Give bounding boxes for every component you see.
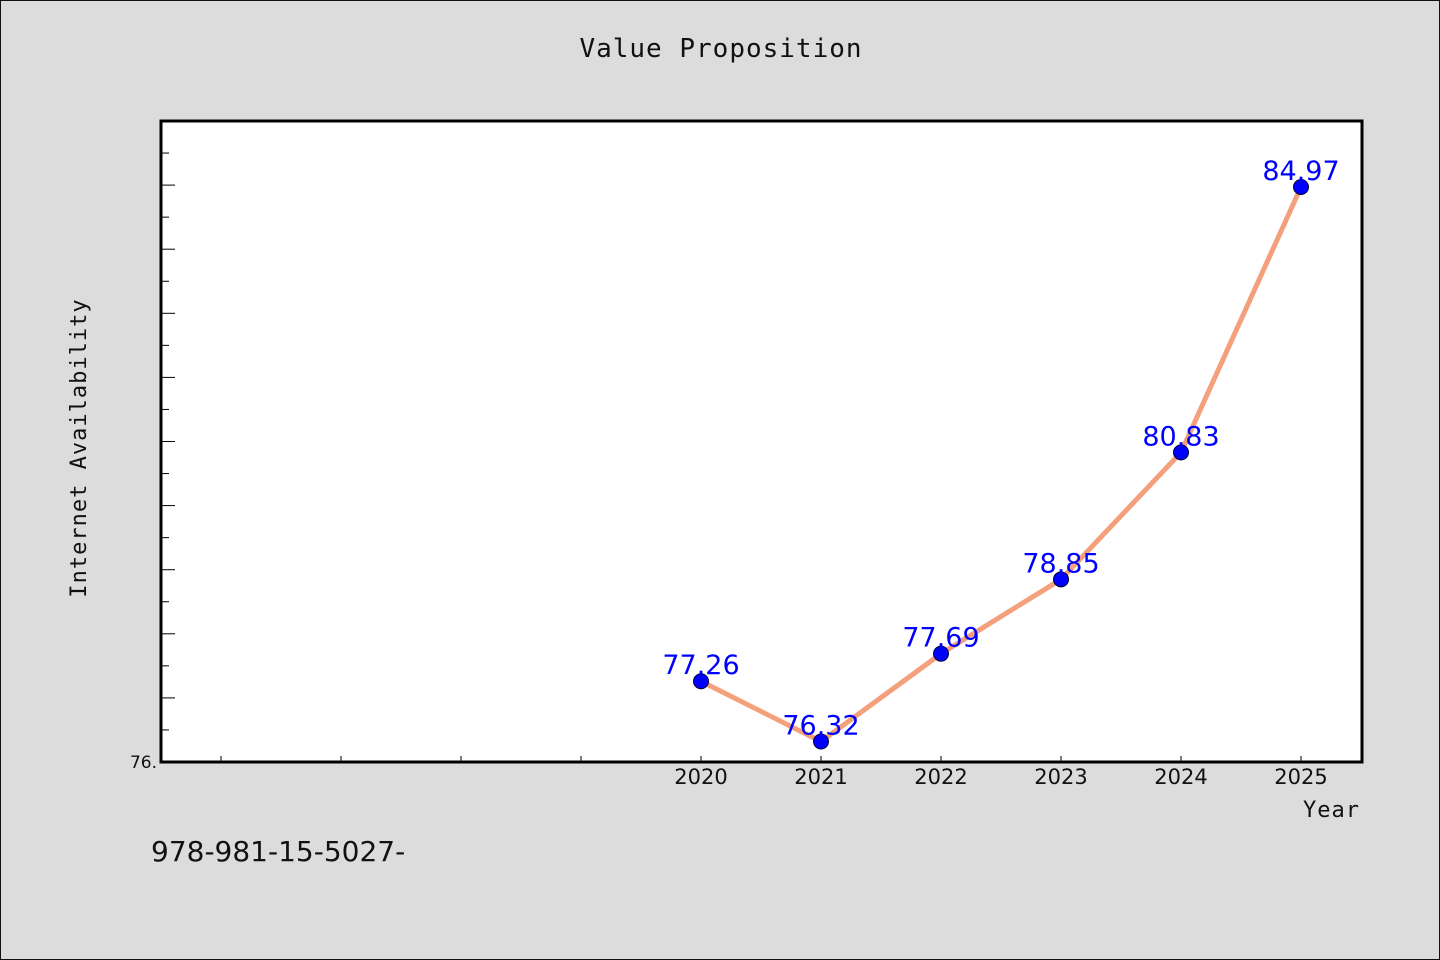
x-tick-labels: 2020 2021 2022 2023 2024 2025 [674,765,1327,789]
data-label: 77.26 [662,650,739,681]
x-tick-label: 2024 [1154,765,1207,789]
series-line [698,184,1304,744]
data-label: 77.69 [902,623,979,654]
y-axis-min-label: 76. [130,753,157,773]
footnote: 978-981-15-5027- [151,835,406,868]
data-point [1293,179,1309,196]
data-point [933,645,949,662]
y-axis-ticks [161,120,175,763]
x-tick-label: 2021 [794,765,847,789]
x-tick-label: 2020 [674,765,727,789]
series-line-group [698,184,1304,744]
data-labels-group: 77.26 76.32 77.69 78.85 80.83 84.97 [662,156,1339,741]
x-axis-label: Year [1303,798,1360,823]
x-tick-label: 2023 [1034,765,1087,789]
data-label: 76.32 [782,710,859,741]
series-points-group [693,179,1309,750]
x-axis-minor-ticks [220,756,1302,762]
data-point [693,673,709,690]
data-point [1053,571,1069,588]
x-tick-label: 2025 [1274,765,1327,789]
data-label: 84.97 [1262,156,1339,187]
data-label: 78.85 [1022,548,1099,579]
chart-title: Value Proposition [579,34,863,64]
y-axis-label: Internet Availability [67,298,92,597]
data-point [813,733,829,750]
data-label: 80.83 [1142,421,1219,452]
data-point [1173,444,1189,461]
x-tick-label: 2022 [914,765,967,789]
plot-area [159,119,1364,764]
